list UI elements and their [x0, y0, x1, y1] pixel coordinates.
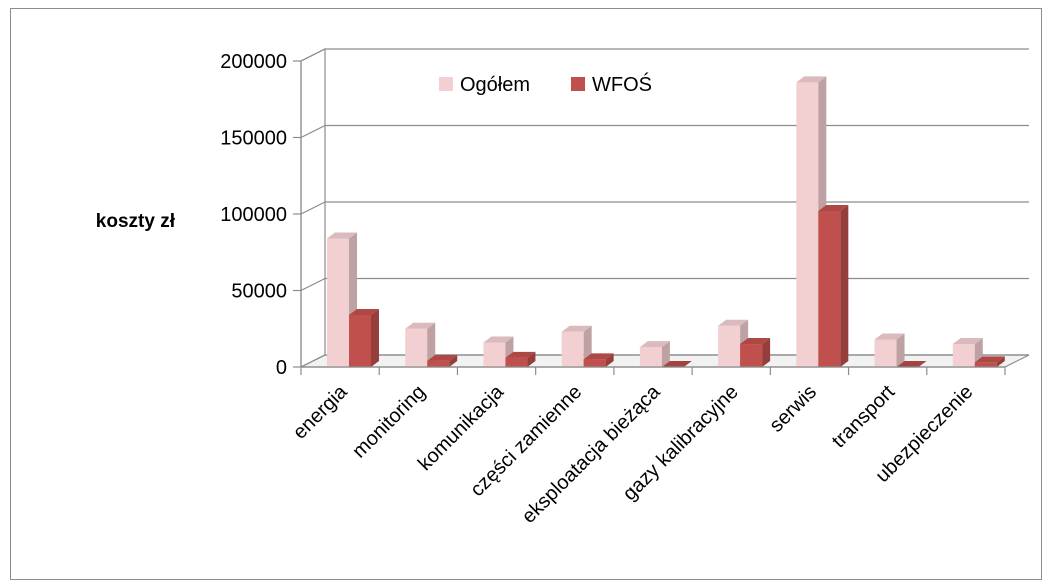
- chart-canvas: 0 50000 100000 150000 200000 energiamonitori…: [96, 48, 1030, 528]
- gridlines: [300, 48, 1029, 368]
- bar-wfos: [427, 354, 458, 367]
- bar-wfos: [583, 353, 614, 367]
- legend-swatch: [439, 77, 453, 91]
- gridline-side: [300, 124, 326, 139]
- bar-ogolem: [639, 341, 670, 367]
- gridline-side: [300, 277, 326, 292]
- x-tick-label: energia: [289, 380, 352, 443]
- y-tick-label: 50000: [231, 281, 287, 303]
- bar-wfos: [349, 308, 379, 367]
- bar-wfos: [740, 338, 771, 367]
- chart-walls: [300, 48, 1030, 368]
- x-tick-label: eksploatacja bieżąca: [518, 380, 665, 527]
- x-tick-label: monitoring: [348, 381, 430, 463]
- bar-wfos: [661, 361, 692, 367]
- legend: Ogółem WFOŚ: [439, 72, 652, 96]
- bar-wfos: [974, 356, 1005, 367]
- y-tick-label: 100000: [220, 204, 287, 226]
- bar-wfos: [896, 361, 927, 367]
- bar-ogolem: [874, 333, 905, 367]
- gridline-side: [300, 354, 326, 368]
- gridline-side: [300, 201, 326, 215]
- y-tick-label: 200000: [220, 51, 287, 73]
- y-axis: 0 50000 100000 150000 200000: [220, 51, 302, 379]
- x-tick-label: transport: [828, 381, 900, 453]
- x-tick-label: serwis: [765, 381, 821, 437]
- bar-ogolem: [405, 322, 436, 367]
- legend-label: Ogółem: [460, 74, 530, 96]
- chart-frame: 0 50000 100000 150000 200000 energia monitori…: [10, 8, 1042, 580]
- bars: [327, 76, 1005, 368]
- legend-label: WFOŚ: [592, 72, 652, 96]
- y-axis-label: koszty zł: [96, 211, 176, 232]
- legend-swatch: [571, 77, 585, 91]
- bar-ogolem: [561, 325, 592, 367]
- gridline-side: [300, 48, 326, 62]
- bar-wfos: [505, 351, 536, 367]
- bar-wfos: [818, 204, 849, 367]
- y-tick-label: 0: [276, 357, 287, 379]
- y-tick-label: 150000: [220, 128, 287, 150]
